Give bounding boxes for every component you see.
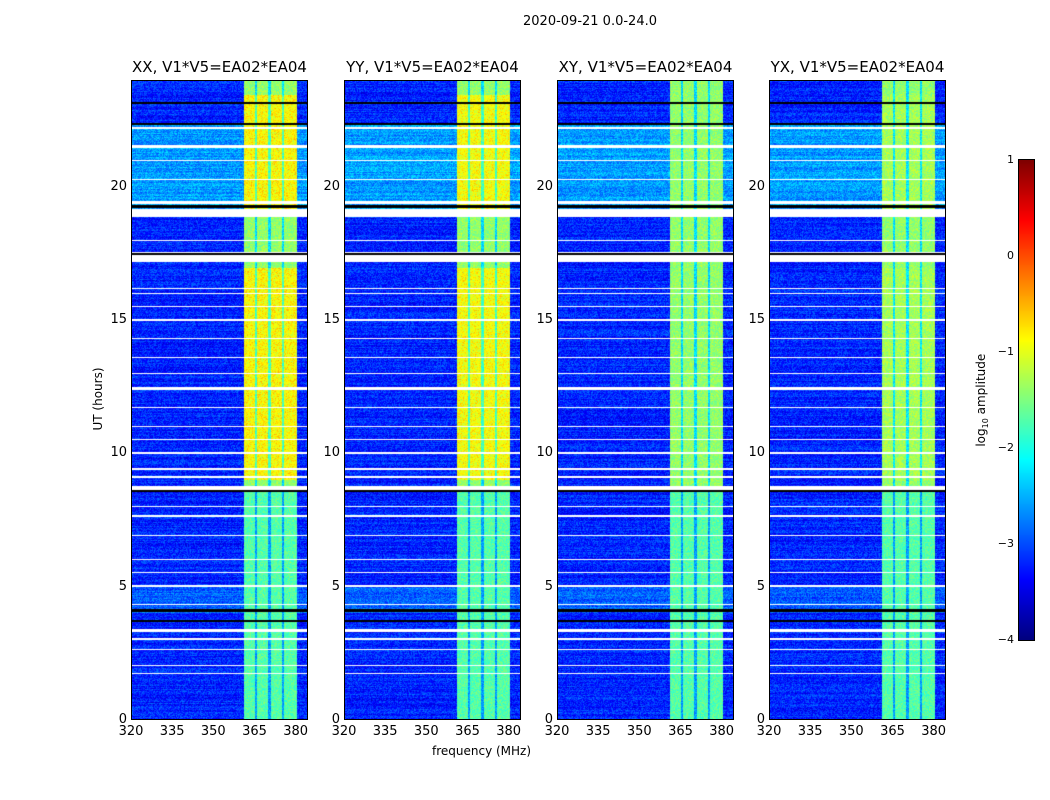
x-tick-label: 335 <box>585 724 611 739</box>
y-tick-label: 15 <box>110 312 127 327</box>
x-tick-label: 350 <box>200 724 226 739</box>
panel-title: XX, V1*V5=EA02*EA04 <box>132 58 307 76</box>
y-tick-label: 20 <box>748 178 765 194</box>
y-tick-label: 10 <box>536 445 553 461</box>
y-tick-label: 10 <box>323 445 340 461</box>
figure-title: 2020-09-21 0.0-24.0 <box>523 14 657 29</box>
x-tick-label: 350 <box>838 724 864 739</box>
heatmap-image <box>770 81 945 719</box>
colorbar-tick-label: −3 <box>997 537 1014 550</box>
x-tick-label: 365 <box>880 724 905 739</box>
heatmap-panel <box>344 80 521 720</box>
x-tick-label: 335 <box>797 724 823 739</box>
colorbar-tick-label: −4 <box>997 633 1014 646</box>
x-tick-label: 365 <box>668 724 693 739</box>
heatmap-image <box>132 81 307 719</box>
colorbar-tick-label: −1 <box>997 345 1014 358</box>
x-tick-label: 380 <box>709 724 735 739</box>
heatmap-panel <box>557 80 734 720</box>
y-tick-label: 0 <box>544 712 553 727</box>
panel-title: XY, V1*V5=EA02*EA04 <box>558 58 733 76</box>
colorbar-tick-label: −2 <box>997 441 1014 454</box>
colorbar-label: log10 amplitude <box>974 350 990 450</box>
y-axis-label: UT (hours) <box>91 367 105 431</box>
x-tick-label: 335 <box>159 724 185 739</box>
colorbar-label-rest: amplitude <box>973 353 988 419</box>
y-tick-label: 5 <box>118 578 127 594</box>
x-tick-label: 335 <box>372 724 398 739</box>
x-tick-label: 350 <box>413 724 439 739</box>
y-tick-label: 5 <box>331 578 340 594</box>
panel-title: YX, V1*V5=EA02*EA04 <box>770 58 945 76</box>
y-tick-label: 0 <box>331 712 340 727</box>
y-tick-label: 0 <box>756 712 765 727</box>
panel-title: YY, V1*V5=EA02*EA04 <box>346 58 519 76</box>
x-tick-label: 320 <box>118 724 144 739</box>
y-tick-label: 10 <box>748 445 765 461</box>
x-tick-label: 380 <box>921 724 947 739</box>
y-tick-label: 5 <box>544 578 553 594</box>
y-tick-label: 15 <box>323 312 340 327</box>
x-tick-label: 380 <box>283 724 309 739</box>
y-tick-label: 20 <box>323 178 340 194</box>
colorbar-label-main: log <box>973 428 988 447</box>
y-tick-label: 15 <box>536 312 553 327</box>
heatmap-image <box>345 81 520 719</box>
heatmap-panel <box>769 80 946 720</box>
heatmap-panel <box>131 80 308 720</box>
y-tick-label: 0 <box>118 712 127 727</box>
y-tick-label: 10 <box>110 445 127 461</box>
x-tick-label: 350 <box>626 724 652 739</box>
x-tick-label: 380 <box>496 724 522 739</box>
x-tick-label: 365 <box>242 724 267 739</box>
x-axis-label: frequency (MHz) <box>432 744 532 758</box>
y-tick-label: 20 <box>536 178 553 194</box>
y-tick-label: 15 <box>748 312 765 327</box>
heatmap-image <box>558 81 733 719</box>
colorbar-tick-label: 1 <box>1007 153 1014 166</box>
y-tick-label: 5 <box>756 578 765 594</box>
colorbar <box>1018 159 1035 641</box>
y-tick-label: 20 <box>110 178 127 194</box>
colorbar-label-sub: 10 <box>981 418 991 429</box>
colorbar-tick-label: 0 <box>1007 249 1014 262</box>
x-tick-label: 320 <box>756 724 782 739</box>
x-tick-label: 320 <box>544 724 570 739</box>
x-tick-label: 365 <box>455 724 480 739</box>
x-tick-label: 320 <box>331 724 357 739</box>
